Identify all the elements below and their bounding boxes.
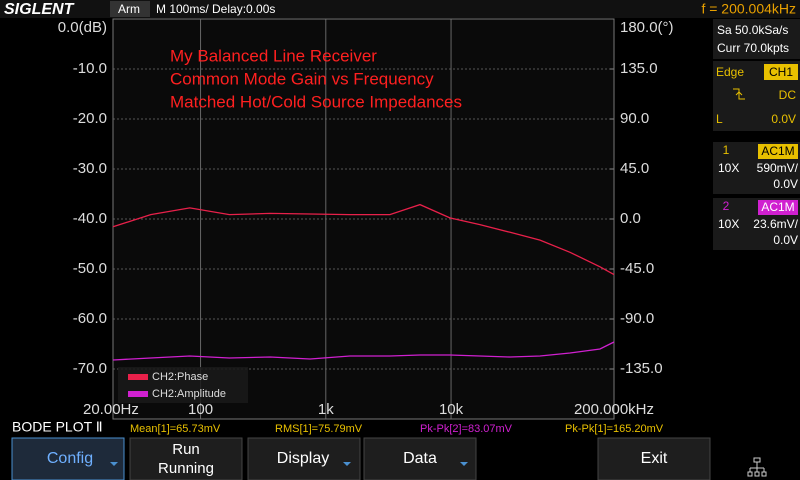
plot: My Balanced Line Receiver Common Mode Gai… [112,46,615,403]
trigger-source: CH1 [769,65,793,79]
ch1-offset: 0.0V [773,177,798,191]
pkpk2: Pk-Pk[2]=83.07mV [420,423,513,435]
button-label[interactable]: Run [172,441,200,458]
button-label[interactable]: Display [277,450,329,467]
annotation: Common Mode Gain vs Frequency [170,69,434,88]
grid [112,18,615,420]
arrow [343,462,351,466]
annotation: Matched Hot/Cold Source Impedances [170,92,462,111]
top-bar [0,0,800,18]
x-tick-label: 100 [188,401,213,418]
ch1-number: 1 [723,143,730,157]
button-state: Running [158,460,214,477]
series-line [112,203,615,276]
button-frame [129,437,243,480]
button-label[interactable]: Config [47,450,93,467]
y-tick-label: -20.0 [73,110,107,127]
edge-icon [733,88,745,100]
y2-tick-label: -90.0 [620,310,654,327]
status: Arm [118,2,140,16]
mode: BODE PLOT Ⅱ [12,419,103,435]
display-button[interactable]: Display [247,437,361,480]
y-tick-label: -30.0 [73,160,107,177]
y-tick-label: -40.0 [73,210,107,227]
button-frame [363,437,477,480]
acq-box [713,19,800,59]
y2-tick-label: 90.0 [620,110,649,127]
timebase: M 100ms/ Delay:0.00s [156,2,275,16]
run-button[interactable]: Run Running [129,437,243,480]
y-tick-label: 0.0(dB) [58,19,107,36]
exit-button[interactable]: Exit [597,437,711,480]
y-tick-label: -70.0 [73,360,107,377]
brand: SIGLENT [4,1,75,18]
y-tick-label: -10.0 [73,60,107,77]
ch2-coupling-box [758,200,798,215]
legend-label: CH2:Phase [152,371,208,383]
plot-border [112,18,615,420]
status-box [110,1,150,17]
x-tick-label: 20.00Hz [83,401,139,418]
trigger-coupling: DC [779,88,797,102]
x-tick-label: 1k [318,401,334,418]
button-frame [597,437,711,480]
ch2-coupling: AC1M [761,200,794,214]
x-tick-label: 10k [439,401,464,418]
mean: Mean[1]=65.73mV [130,423,221,435]
ch1-probe: 10X [718,161,739,175]
trigger-level-label: L [716,112,723,126]
ch1-coupling-box [758,144,798,159]
y-tick-label: -50.0 [73,260,107,277]
trigger-level: 0.0V [771,112,796,126]
ch1-scale: 590mV/ [757,161,799,175]
y2-tick-label: -135.0 [620,360,663,377]
button-label[interactable]: Data [403,450,437,467]
data-button[interactable]: Data [363,437,477,480]
y2-tick-label: -45.0 [620,260,654,277]
y2-tick-label: 0.0 [620,210,641,227]
ch2-offset: 0.0V [773,233,798,247]
y-tick-label: -60.0 [73,310,107,327]
y2-tick-label: 135.0 [620,60,658,77]
legend-swatch [128,374,148,380]
y2-tick-label: 45.0 [620,160,649,177]
arrow [460,462,468,466]
button-frame [11,437,125,480]
trigger-type: Edge [716,65,744,79]
legend-label: CH2:Amplitude [152,388,226,400]
rms: RMS[1]=75.79mV [275,423,363,435]
ch2-scale: 23.6mV/ [753,217,798,231]
legend-swatch [128,391,148,397]
series-line [112,341,615,361]
ch1-coupling: AC1M [761,144,794,158]
annotation: My Balanced Line Receiver [170,46,377,65]
network-icon [747,457,767,477]
y2-tick-label: 180.0(°) [620,19,674,36]
sample-rate: Sa 50.0kSa/s [717,23,788,37]
memory: Curr 70.0kpts [717,41,789,55]
ch2-probe: 10X [718,217,739,231]
trigger-source-box [764,64,798,80]
button-frame [247,437,361,480]
button-label[interactable]: Exit [641,450,668,467]
ch2-number: 2 [723,199,730,213]
x-tick-label: 200.000kHz [574,401,654,418]
arrow [110,462,118,466]
pkpk1: Pk-Pk[1]=165.20mV [565,423,664,435]
frequency: f = 200.004kHz [701,1,796,17]
config-button[interactable]: Config [11,437,125,480]
